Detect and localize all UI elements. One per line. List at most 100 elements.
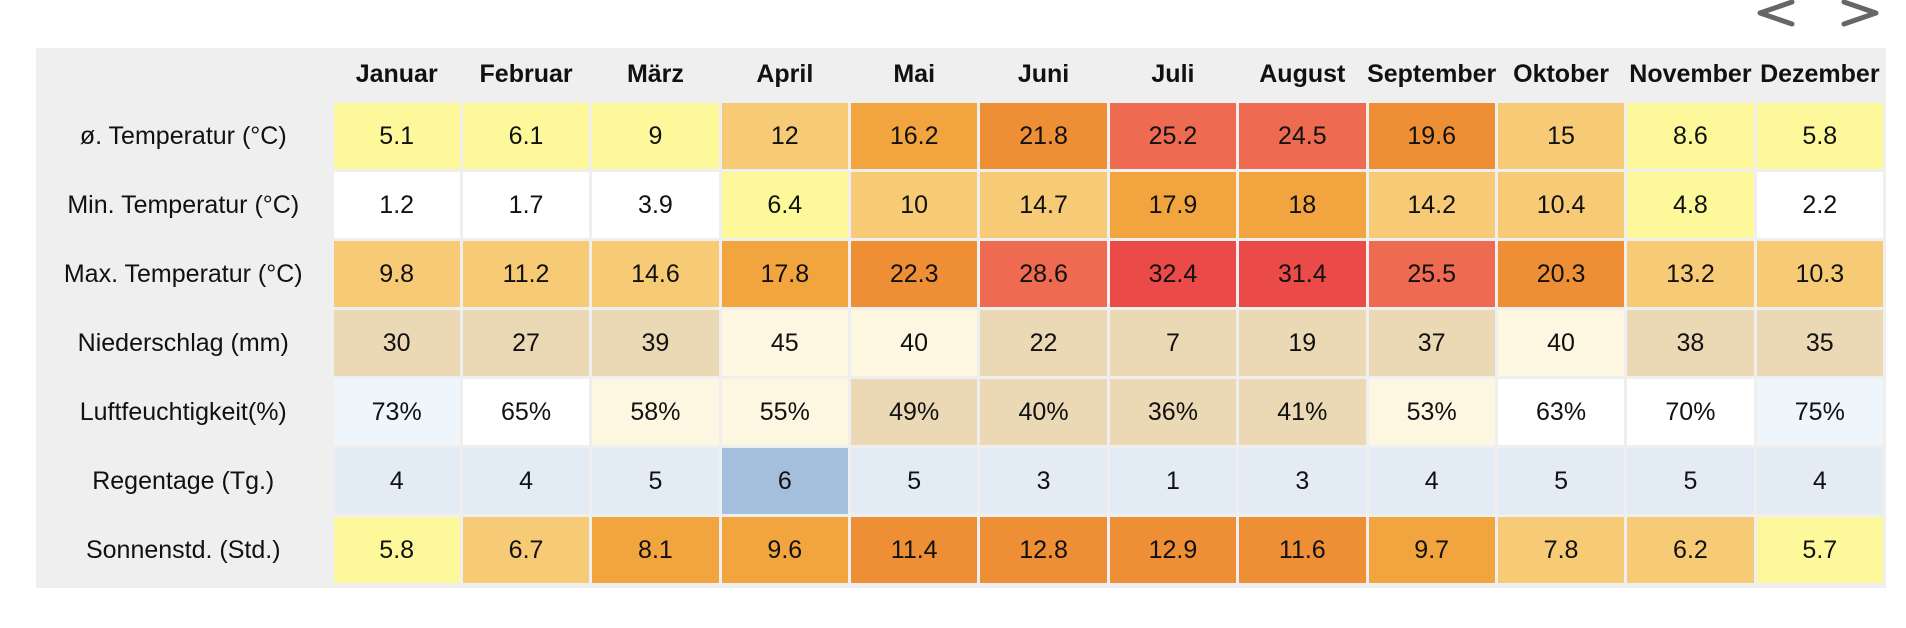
row-label: Regentage (Tg.) — [36, 446, 332, 516]
value-cell: 40% — [977, 376, 1110, 448]
header-row: Januar Februar März April Mai Juni Juli August S… — [36, 48, 1885, 102]
value-cell: 73% — [330, 376, 463, 448]
row-label: Luftfeuchtigkeit(%) — [36, 377, 332, 447]
table-row: Luftfeuchtigkeit(%) 73% 65% 58% 55% 49% 40% 36%… — [36, 376, 1887, 448]
table-row: Max. Temperatur (°C) 9.8 11.2 14.6 17.8 22.3 2… — [36, 238, 1887, 310]
value-cell: 63% — [1494, 376, 1628, 448]
value-cell: 1 — [1106, 445, 1240, 517]
value-cell: 4 — [330, 445, 463, 517]
value-cell: 8.1 — [589, 514, 722, 586]
table-body: ø. Temperatur (°C) 5.1 6.1 9 12 16.2 21.8 25.2 2… — [36, 100, 1887, 586]
value-cell: 4.8 — [1624, 169, 1757, 241]
value-cell: 28.6 — [977, 238, 1110, 310]
column-header-9: September — [1367, 48, 1497, 102]
column-header-2: Februar — [461, 48, 591, 102]
value-cell: 6 — [718, 445, 852, 517]
value-cell: 22 — [977, 307, 1110, 379]
value-cell: 5.1 — [330, 100, 463, 172]
value-cell: 22.3 — [847, 238, 981, 310]
table-navigation — [1748, 0, 1888, 30]
value-cell: 25.5 — [1365, 238, 1498, 310]
value-cell: 5.8 — [330, 514, 463, 586]
column-header-11: November — [1625, 48, 1756, 102]
column-header-10: Oktober — [1496, 48, 1626, 102]
row-label: Max. Temperatur (°C) — [36, 239, 332, 309]
value-cell: 65% — [459, 376, 593, 448]
value-cell: 4 — [1365, 445, 1498, 517]
table-row: Min. Temperatur (°C) 1.2 1.7 3.9 6.4 10 14.7 17… — [36, 169, 1887, 241]
value-cell: 9.6 — [718, 514, 852, 586]
value-cell: 10 — [847, 169, 981, 241]
value-cell: 12 — [718, 100, 852, 172]
value-cell: 19.6 — [1365, 100, 1498, 172]
value-cell: 24.5 — [1236, 100, 1369, 172]
table-row: ø. Temperatur (°C) 5.1 6.1 9 12 16.2 21.8 25.2 2… — [36, 100, 1887, 172]
value-cell: 17.9 — [1106, 169, 1240, 241]
value-cell: 40 — [847, 307, 981, 379]
value-cell: 10.4 — [1494, 169, 1628, 241]
column-header-12: Dezember — [1755, 48, 1885, 102]
value-cell: 5.8 — [1753, 100, 1887, 172]
value-cell: 75% — [1753, 376, 1887, 448]
value-cell: 40 — [1494, 307, 1628, 379]
value-cell: 3 — [1236, 445, 1369, 517]
value-cell: 25.2 — [1106, 100, 1240, 172]
value-cell: 4 — [459, 445, 593, 517]
climate-table: Januar Februar März April Mai Juni Juli August S… — [36, 48, 1887, 586]
value-cell: 21.8 — [977, 100, 1110, 172]
value-cell: 32.4 — [1106, 238, 1240, 310]
value-cell: 6.7 — [459, 514, 593, 586]
column-header-3: März — [590, 48, 721, 102]
value-cell: 10.3 — [1753, 238, 1887, 310]
value-cell: 15 — [1494, 100, 1628, 172]
value-cell: 5 — [1624, 445, 1757, 517]
value-cell: 11.6 — [1236, 514, 1369, 586]
value-cell: 5 — [847, 445, 981, 517]
value-cell: 8.6 — [1624, 100, 1757, 172]
row-label: Sonnenstd. (Std.) — [36, 515, 332, 585]
column-header-6: Juni — [978, 48, 1109, 102]
value-cell: 37 — [1365, 307, 1498, 379]
column-header-8: August — [1237, 48, 1367, 102]
value-cell: 9.8 — [330, 238, 463, 310]
table-row: Niederschlag (mm) 30 27 39 45 40 22 7 19 37 40 38 35 — [36, 307, 1887, 379]
value-cell: 5 — [589, 445, 722, 517]
value-cell: 14.2 — [1365, 169, 1498, 241]
value-cell: 9 — [589, 100, 722, 172]
value-cell: 30 — [330, 307, 463, 379]
row-label: Min. Temperatur (°C) — [36, 170, 332, 240]
value-cell: 1.7 — [459, 169, 593, 241]
corner-cell — [36, 48, 332, 102]
value-cell: 41% — [1236, 376, 1369, 448]
value-cell: 3.9 — [589, 169, 722, 241]
value-cell: 1.2 — [330, 169, 463, 241]
value-cell: 19 — [1236, 307, 1369, 379]
value-cell: 35 — [1753, 307, 1887, 379]
value-cell: 4 — [1753, 445, 1887, 517]
column-header-5: Mai — [849, 48, 979, 102]
value-cell: 6.1 — [459, 100, 593, 172]
value-cell: 12.9 — [1106, 514, 1240, 586]
value-cell: 38 — [1624, 307, 1757, 379]
value-cell: 55% — [718, 376, 852, 448]
value-cell: 39 — [589, 307, 722, 379]
value-cell: 6.2 — [1624, 514, 1757, 586]
climate-table-container: Januar Februar März April Mai Juni Juli August S… — [36, 48, 1887, 588]
value-cell: 14.6 — [589, 238, 722, 310]
value-cell: 27 — [459, 307, 593, 379]
value-cell: 7 — [1106, 307, 1240, 379]
value-cell: 13.2 — [1624, 238, 1757, 310]
value-cell: 6.4 — [718, 169, 852, 241]
chevron-right-icon[interactable] — [1832, 0, 1888, 30]
chevron-left-icon[interactable] — [1748, 0, 1804, 30]
value-cell: 49% — [847, 376, 981, 448]
value-cell: 2.2 — [1753, 169, 1887, 241]
table-row: Sonnenstd. (Std.) 5.8 6.7 8.1 9.6 11.4 12.8 12.… — [36, 514, 1887, 586]
value-cell: 45 — [718, 307, 852, 379]
value-cell: 7.8 — [1494, 514, 1628, 586]
value-cell: 14.7 — [977, 169, 1110, 241]
value-cell: 18 — [1236, 169, 1369, 241]
value-cell: 20.3 — [1494, 238, 1628, 310]
column-header-1: Januar — [332, 48, 462, 102]
value-cell: 58% — [589, 376, 722, 448]
